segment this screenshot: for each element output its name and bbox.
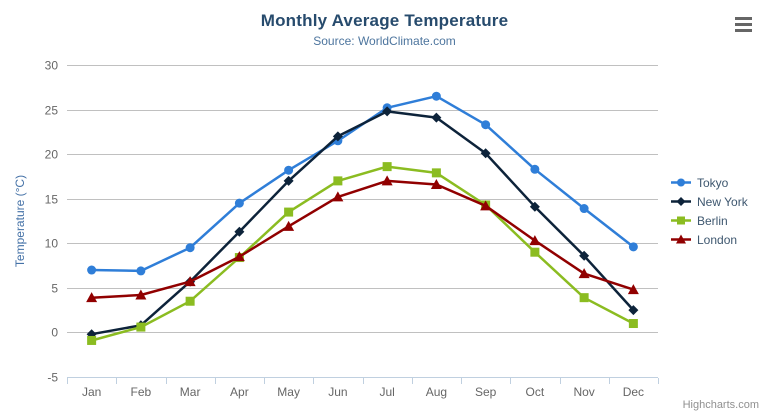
- chart-context-menu-button[interactable]: [733, 15, 754, 34]
- series-tokyo-point-oct[interactable]: [530, 164, 540, 174]
- series-tokyo-point-dec[interactable]: [628, 242, 638, 252]
- series-new-york-point-may[interactable]: [283, 175, 294, 186]
- y-axis-tick-label: 25: [45, 104, 59, 118]
- series-london-point-feb[interactable]: [135, 289, 147, 300]
- diamond-legend-icon: [671, 197, 691, 206]
- series-tokyo-line[interactable]: [90, 94, 635, 273]
- legend: Tokyo New York Berlin London: [670, 173, 748, 249]
- triangle-legend-icon: [671, 234, 691, 244]
- legend-label: Tokyo: [697, 175, 729, 190]
- series-berlin-point-may[interactable]: [284, 207, 294, 217]
- x-axis-tick-label: Nov: [573, 385, 594, 399]
- chart-title: Monthly Average Temperature: [260, 11, 509, 30]
- legend-marker: [676, 234, 686, 244]
- credits-link[interactable]: Highcharts.com: [682, 399, 759, 411]
- square-legend-icon: [671, 216, 691, 225]
- x-axis-tick-label: Aug: [426, 385, 447, 399]
- chart-subtitle: Source: WorldClimate.com: [313, 34, 456, 48]
- y-axis-tick-label: 10: [45, 237, 59, 251]
- series-london-point-aug[interactable]: [430, 178, 442, 189]
- x-axis-tick-label: Jun: [328, 385, 347, 399]
- series-tokyo-point-nov[interactable]: [579, 204, 589, 214]
- series-london-point-jul[interactable]: [381, 175, 393, 186]
- series-berlin-point-aug[interactable]: [431, 168, 441, 178]
- series-berlin-point-jun[interactable]: [333, 176, 343, 186]
- y-axis-tick-label: 30: [45, 59, 59, 73]
- series-new-york-point-sep[interactable]: [480, 148, 491, 159]
- legend-item-berlin[interactable]: Berlin: [670, 211, 748, 230]
- series-berlin-point-mar[interactable]: [185, 296, 195, 306]
- series-tokyo-point-mar[interactable]: [185, 243, 195, 253]
- y-axis-tick-label: 0: [51, 326, 58, 340]
- series-london-line[interactable]: [90, 179, 635, 299]
- legend-label: New York: [697, 194, 748, 209]
- series-london-point-oct[interactable]: [529, 235, 541, 246]
- series-new-york-point-dec[interactable]: [628, 305, 639, 316]
- x-axis-tick-label: Sep: [475, 385, 497, 399]
- series-london-point-sep[interactable]: [480, 200, 492, 211]
- series-new-york-line[interactable]: [90, 110, 635, 336]
- legend-item-tokyo[interactable]: Tokyo: [670, 173, 748, 192]
- x-axis-tick-label: Oct: [526, 385, 545, 399]
- series-london-point-dec[interactable]: [627, 284, 639, 295]
- series-london-point-apr[interactable]: [233, 251, 245, 262]
- series-berlin-point-jan[interactable]: [87, 335, 97, 345]
- y-axis-title: Temperature (°C): [13, 175, 27, 267]
- legend-item-london[interactable]: London: [670, 230, 748, 249]
- legend-label: London: [697, 232, 738, 247]
- y-axis-tick-label: 15: [45, 193, 59, 207]
- y-axis-tick-label: 5: [51, 282, 58, 296]
- y-axis-tick-label: 20: [45, 148, 59, 162]
- x-axis-tick-label: Feb: [131, 385, 152, 399]
- x-axis-tick-label: Jul: [379, 385, 394, 399]
- series-tokyo-point-feb[interactable]: [136, 266, 146, 276]
- series-london-point-jan[interactable]: [86, 292, 98, 303]
- series-berlin-point-oct[interactable]: [530, 247, 540, 257]
- hamburger-menu-icon: [735, 17, 752, 20]
- x-axis-tick-label: Dec: [623, 385, 644, 399]
- circle-legend-icon: [671, 178, 691, 187]
- legend-item-new-york[interactable]: New York: [670, 192, 748, 211]
- series-new-york-point-apr[interactable]: [234, 226, 245, 237]
- series-berlin-line[interactable]: [90, 165, 635, 342]
- legend-marker: [677, 178, 685, 187]
- legend-marker: [676, 197, 686, 206]
- x-axis-tick-label: Jan: [82, 385, 101, 399]
- series-berlin-point-dec[interactable]: [628, 319, 638, 329]
- series-new-york-point-oct[interactable]: [529, 201, 540, 212]
- series-berlin-point-feb[interactable]: [136, 322, 146, 332]
- series-tokyo-point-may[interactable]: [284, 165, 294, 175]
- series-berlin-point-nov[interactable]: [579, 293, 589, 303]
- y-axis-tick-label: -5: [47, 371, 58, 385]
- series-tokyo-point-jan[interactable]: [87, 265, 97, 275]
- legend-label: Berlin: [697, 213, 728, 228]
- x-axis-tick-label: May: [277, 385, 300, 399]
- series-new-york-point-jun[interactable]: [332, 131, 343, 142]
- series-tokyo-point-aug[interactable]: [431, 91, 441, 101]
- series-tokyo-point-sep[interactable]: [481, 120, 491, 130]
- series-tokyo-point-apr[interactable]: [234, 198, 244, 208]
- series-london-point-nov[interactable]: [578, 268, 590, 279]
- x-axis-tick-label: Mar: [180, 385, 201, 399]
- legend-marker: [677, 216, 685, 225]
- series-berlin-point-jul[interactable]: [382, 162, 392, 172]
- series-london-point-jun[interactable]: [332, 191, 344, 202]
- series-london-point-mar[interactable]: [184, 276, 196, 287]
- series-new-york-point-nov[interactable]: [579, 250, 590, 261]
- series-london-point-may[interactable]: [283, 220, 295, 231]
- series-new-york-point-aug[interactable]: [431, 112, 442, 123]
- series-new-york-point-jul[interactable]: [382, 106, 393, 117]
- x-axis-tick-label: Apr: [230, 385, 249, 399]
